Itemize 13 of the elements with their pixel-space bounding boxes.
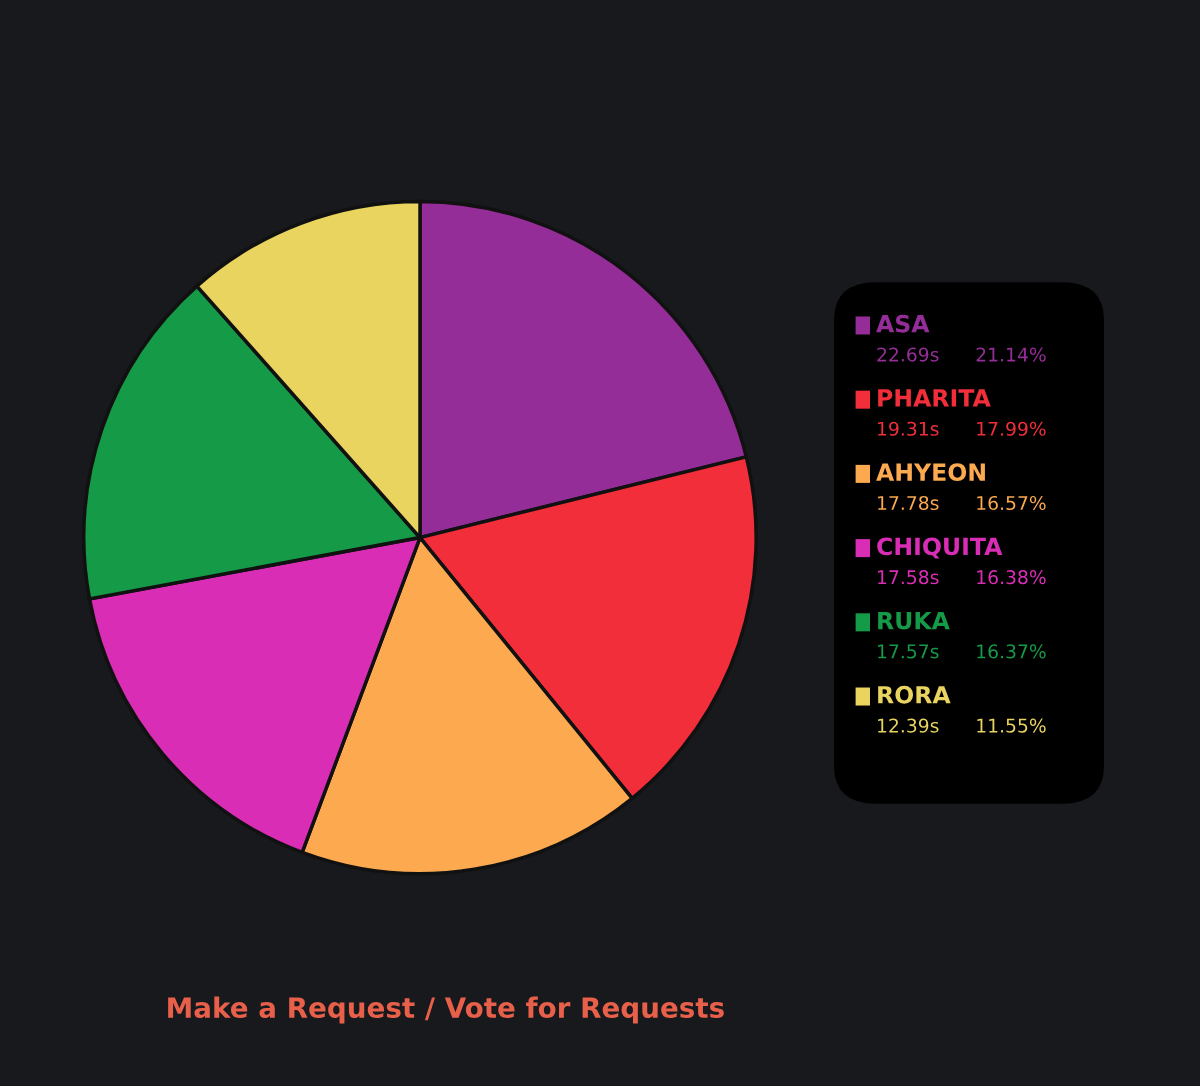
legend-label: AHYEON [876, 463, 985, 482]
data-label: 17.58s 16.38% [878, 570, 1046, 585]
legend-label: RUKA [878, 611, 950, 630]
text: Make a Request / Vote for Requests [168, 996, 724, 1024]
legend-label: RORA [878, 685, 951, 704]
data-label: 17.78s 16.57% [878, 495, 1046, 511]
data-label: 19.31s 17.99% [878, 421, 1046, 436]
legend-label: ASA [876, 314, 930, 333]
legend-label: PHARITA [878, 389, 991, 407]
data-label: 17.57s 16.37% [878, 644, 1046, 659]
data-label: 22.69s 21.14% [877, 347, 1046, 362]
legend-label: CHIQUITA [877, 537, 1003, 559]
data-label: 12.39s 11.55% [878, 718, 1046, 733]
